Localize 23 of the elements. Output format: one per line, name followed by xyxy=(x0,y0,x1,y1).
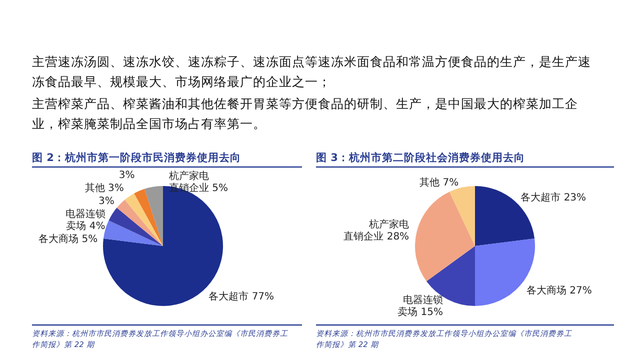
text: 主营速冻汤圆、速冻水饺、速冻粽子、速冻面点等速冻米面食品和常温方便食品的生产，是生产速冻食品最早、规模最大、市场网络最广的企业之一； xyxy=(32,53,592,91)
slice-label: 各大商场 5% xyxy=(38,233,98,245)
text: 主营榨菜产品、榨菜酱油和其他佐餐开胃菜等方便食品的研制、生产，是中国最大的榨菜加工企业，榨菜腌菜制品全国市场占有率第一。 xyxy=(32,95,579,133)
slice-label: 各大商场 27% xyxy=(526,284,592,297)
chart-title: 图 3：杭州市第二阶段社会消费券使用去向 xyxy=(316,151,525,164)
pie-slice xyxy=(108,208,163,246)
data-label: 3% xyxy=(98,196,114,207)
pie-slice xyxy=(134,188,163,246)
pie-slice xyxy=(415,192,475,282)
slice-label: 各大超市 23% xyxy=(520,191,586,204)
slice-label: 其他 7% xyxy=(420,176,459,189)
pie-slice xyxy=(449,186,475,246)
data-label: 3% xyxy=(118,170,135,181)
pie-slice xyxy=(144,186,163,246)
chart-title: 图 2：杭州市第一阶段市民消费券使用去向 xyxy=(32,151,241,164)
pie-slice xyxy=(116,200,163,246)
slice-label: 其他 3% xyxy=(84,182,124,194)
slice-label: 电器连锁卖场 4% xyxy=(65,208,106,232)
slice-label: 各大超市 77% xyxy=(208,290,274,303)
pie-slice xyxy=(124,193,163,246)
slice-label: 杭产家电直销企业 28% xyxy=(344,218,410,243)
pie-slice xyxy=(103,220,163,246)
slice-label: 电器连锁卖场 15% xyxy=(398,294,444,318)
